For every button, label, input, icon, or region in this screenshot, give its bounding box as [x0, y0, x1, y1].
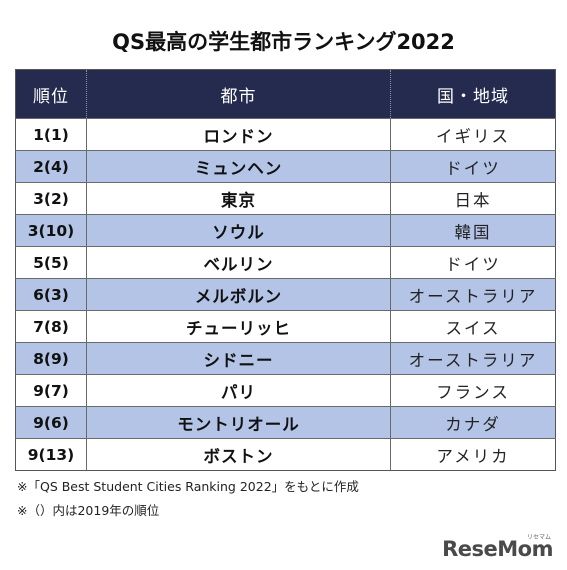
rank-cell: 3(10): [15, 214, 87, 247]
table-row: 3(2) 東京 日本: [15, 182, 556, 215]
rank-cell: 3(2): [15, 182, 87, 215]
city-cell: メルボルン: [86, 278, 391, 311]
resemom-logo: ReseMom: [442, 537, 553, 561]
rank-cell: 1(1): [15, 118, 87, 151]
rank-cell: 9(13): [15, 438, 87, 471]
country-cell: カナダ: [390, 406, 556, 439]
city-cell: シドニー: [86, 342, 391, 375]
country-cell: オーストラリア: [390, 342, 556, 375]
table-row: 9(7) パリ フランス: [15, 374, 556, 407]
country-cell: スイス: [390, 310, 556, 343]
city-cell: パリ: [86, 374, 391, 407]
city-cell: ボストン: [86, 438, 391, 471]
rank-cell: 2(4): [15, 150, 87, 183]
footnote-previous-rank: ※（）内は2019年の順位: [17, 503, 160, 518]
rank-cell: 5(5): [15, 246, 87, 279]
table-row: 7(8) チューリッヒ スイス: [15, 310, 556, 343]
city-cell: 東京: [86, 182, 391, 215]
country-cell: アメリカ: [390, 438, 556, 471]
city-cell: モントリオール: [86, 406, 391, 439]
rank-cell: 7(8): [15, 310, 87, 343]
table-row: 3(10) ソウル 韓国: [15, 214, 556, 247]
table-row: 1(1) ロンドン イギリス: [15, 118, 556, 151]
header-city: 都市: [86, 69, 391, 119]
city-cell: ベルリン: [86, 246, 391, 279]
header-country: 国・地域: [390, 69, 556, 119]
rank-cell: 9(6): [15, 406, 87, 439]
table-row: 2(4) ミュンヘン ドイツ: [15, 150, 556, 183]
country-cell: 日本: [390, 182, 556, 215]
table-row: 5(5) ベルリン ドイツ: [15, 246, 556, 279]
table-row: 6(3) メルボルン オーストラリア: [15, 278, 556, 311]
table-header: 順位 都市 国・地域: [15, 69, 556, 119]
country-cell: イギリス: [390, 118, 556, 151]
country-cell: 韓国: [390, 214, 556, 247]
country-cell: フランス: [390, 374, 556, 407]
footnotes: ※「QS Best Student Cities Ranking 2022」をも…: [17, 475, 359, 523]
table-row: 9(6) モントリオール カナダ: [15, 406, 556, 439]
city-cell: チューリッヒ: [86, 310, 391, 343]
ranking-table: 順位 都市 国・地域 1(1) ロンドン イギリス 2(4) ミュンヘン ドイツ…: [15, 69, 556, 471]
city-cell: ソウル: [86, 214, 391, 247]
rank-cell: 8(9): [15, 342, 87, 375]
country-cell: ドイツ: [390, 150, 556, 183]
city-cell: ミュンヘン: [86, 150, 391, 183]
table-row: 8(9) シドニー オーストラリア: [15, 342, 556, 375]
rank-cell: 9(7): [15, 374, 87, 407]
city-cell: ロンドン: [86, 118, 391, 151]
table-row: 9(13) ボストン アメリカ: [15, 438, 556, 471]
rank-cell: 6(3): [15, 278, 87, 311]
page-title: QS最高の学生都市ランキング2022: [112, 30, 455, 54]
header-rank: 順位: [15, 69, 87, 119]
header-row: 順位 都市 国・地域: [15, 69, 556, 119]
country-cell: ドイツ: [390, 246, 556, 279]
footnote-source: ※「QS Best Student Cities Ranking 2022」をも…: [17, 479, 359, 494]
logo-kana: リセマム: [526, 534, 551, 541]
table-body: 1(1) ロンドン イギリス 2(4) ミュンヘン ドイツ 3(2) 東京 日本…: [15, 118, 556, 471]
country-cell: オーストラリア: [390, 278, 556, 311]
